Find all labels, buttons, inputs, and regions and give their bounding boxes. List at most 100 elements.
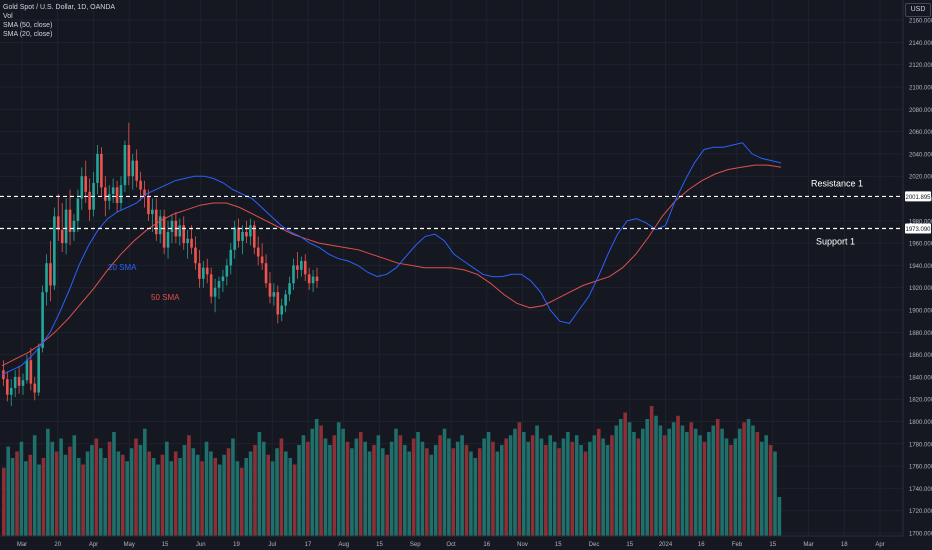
candle-body xyxy=(64,209,68,244)
candle-body xyxy=(182,225,186,244)
volume-bar xyxy=(711,425,716,536)
x-tick-label: 18 xyxy=(841,542,848,548)
y-tick-label: 2100.000 xyxy=(909,86,932,92)
volume-bar xyxy=(579,445,583,536)
candle-body xyxy=(252,225,256,248)
volume-bar xyxy=(341,428,345,536)
candle-body xyxy=(37,347,40,393)
volume-bar xyxy=(614,425,619,536)
volume-bar xyxy=(557,448,561,536)
candle-body xyxy=(233,227,236,250)
volume-bar xyxy=(663,435,667,536)
volume-bar xyxy=(187,435,191,536)
volume-bar xyxy=(231,438,235,536)
volume-bar xyxy=(486,432,491,536)
volume-bar xyxy=(477,448,482,536)
volume-bar xyxy=(636,438,641,536)
candle-body xyxy=(217,281,221,288)
volume-bar xyxy=(46,428,50,536)
volume-bar xyxy=(411,438,416,536)
time-axis[interactable]: Mar 20 Apr May 15 Jun 19 Jul 17 Aug 15 Sep Oct 16 Nov 1… xyxy=(17,542,885,548)
candle-body xyxy=(88,191,91,210)
volume-bar xyxy=(28,454,33,536)
x-tick-label: 19 xyxy=(233,542,240,548)
volume-bar xyxy=(279,438,284,536)
volume-bar xyxy=(583,451,588,536)
volume-bar xyxy=(112,432,116,536)
x-tick-label: 15 xyxy=(376,542,383,548)
candle-body xyxy=(147,196,150,215)
volume-bar xyxy=(134,438,138,536)
candle-body xyxy=(198,263,201,279)
volume-bar xyxy=(248,451,253,536)
volume-bar xyxy=(764,435,768,536)
volume-bar xyxy=(592,435,597,536)
legend-symbol[interactable]: Gold Spot / U.S. Dollar, 1D, OANDA xyxy=(3,4,116,11)
legend-sma50[interactable]: SMA (50, close) xyxy=(3,22,53,29)
volume-bar xyxy=(319,425,323,536)
y-tick-label: 1820.000 xyxy=(909,398,932,404)
volume-bar xyxy=(103,458,107,536)
volume-bar xyxy=(658,425,663,536)
candle-body xyxy=(260,256,264,264)
volume-bar xyxy=(561,438,566,536)
volume-bar xyxy=(544,445,548,536)
legend-sma20[interactable]: SMA (20, close) xyxy=(3,31,53,38)
volume-bar xyxy=(239,467,244,536)
volume-bar xyxy=(235,461,240,536)
volume-bar xyxy=(707,432,711,536)
volume-bar xyxy=(777,497,782,536)
candle-body xyxy=(2,370,5,380)
volume-bar xyxy=(389,441,394,536)
volume-bar xyxy=(147,451,152,536)
volume-bar xyxy=(204,441,209,536)
volume-bar xyxy=(522,432,526,536)
support-label: Support 1 xyxy=(816,237,855,247)
volume-bar xyxy=(116,451,121,536)
volume-bar xyxy=(398,435,403,536)
volume-bar xyxy=(129,448,134,536)
volume-bar xyxy=(526,441,531,536)
y-tick-label: 2020.000 xyxy=(909,175,932,181)
candle-body xyxy=(284,294,287,306)
candle-body xyxy=(166,231,170,248)
volume-bar xyxy=(491,441,495,536)
volume-bar xyxy=(253,445,257,536)
volume-bar xyxy=(455,441,460,536)
x-tick-label: Mar xyxy=(17,542,27,548)
volume-bar xyxy=(517,422,522,536)
volume-bar xyxy=(403,445,407,536)
volume-bar xyxy=(143,428,147,536)
volume-bar xyxy=(151,458,156,536)
volume-bar xyxy=(680,425,685,536)
volume-bar xyxy=(98,448,103,536)
x-tick-label: Apr xyxy=(89,542,98,548)
support-price-tag: 1973.090 xyxy=(905,227,931,233)
volume-bar xyxy=(222,454,226,536)
volume-bar xyxy=(685,432,689,536)
candle-body xyxy=(13,376,17,389)
volume-bar xyxy=(297,445,301,536)
volume-bar xyxy=(310,428,315,536)
x-tick-label: 2024 xyxy=(659,542,673,548)
volume-bar xyxy=(15,451,19,536)
volume-bar xyxy=(63,454,68,536)
volume-bar xyxy=(182,445,187,536)
volume-bar xyxy=(693,428,698,536)
candle-body xyxy=(280,305,284,315)
candle-body xyxy=(256,247,260,257)
candle-body xyxy=(25,360,29,381)
volume-bar xyxy=(530,435,535,536)
candle-body xyxy=(72,220,76,232)
candle-body xyxy=(104,187,107,201)
volume-bar xyxy=(469,451,473,536)
volume-bar xyxy=(720,428,724,536)
volume-bar xyxy=(508,435,513,536)
candle-body xyxy=(127,145,131,177)
x-tick-label: Feb xyxy=(732,542,743,548)
currency-button[interactable]: USD xyxy=(905,3,931,17)
legend-volume[interactable]: Vol xyxy=(3,13,13,20)
volume-bar xyxy=(54,451,59,536)
candle-body xyxy=(178,225,182,237)
